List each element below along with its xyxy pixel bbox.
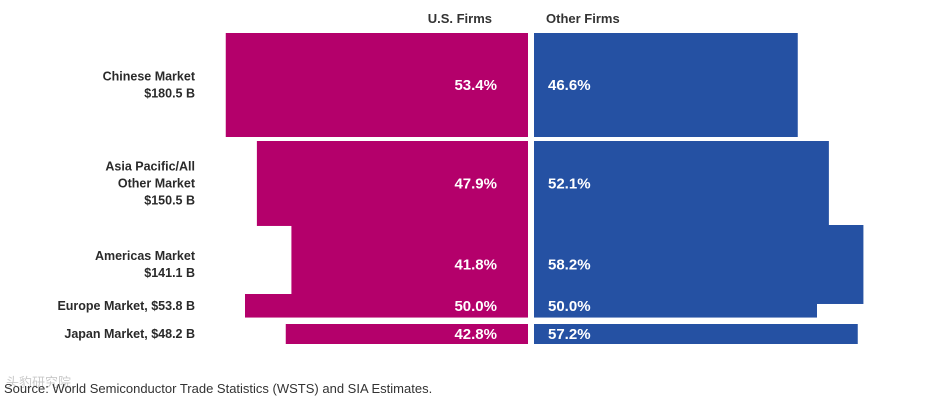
- bar-us-firms-2: [291, 225, 528, 304]
- category-label-3: Europe Market, $53.8 B: [57, 299, 195, 313]
- bar-group: [225, 33, 864, 344]
- value-label-us-4: 42.8%: [454, 326, 497, 343]
- value-label-us-0: 53.4%: [454, 77, 497, 94]
- bar-other-firms-4: [534, 324, 858, 344]
- legend-us-firms: U.S. Firms: [428, 11, 492, 26]
- value-label-other-4: 57.2%: [548, 326, 591, 343]
- value-label-us-3: 50.0%: [454, 298, 497, 315]
- source-note: Source: World Semiconductor Trade Statis…: [4, 381, 433, 396]
- category-label-4: Japan Market, $48.2 B: [64, 327, 195, 341]
- value-label-other-1: 52.1%: [548, 175, 591, 192]
- bar-us-firms-1: [256, 141, 528, 226]
- value-label-us-1: 47.9%: [454, 175, 497, 192]
- value-label-other-2: 58.2%: [548, 256, 591, 273]
- legend-other-firms: Other Firms: [546, 11, 620, 26]
- category-label-1: Asia Pacific/All Other Market $150.5 B: [105, 159, 195, 207]
- bar-other-firms-0: [534, 33, 798, 137]
- bar-other-firms-1: [534, 141, 829, 226]
- value-label-other-0: 46.6%: [548, 77, 591, 94]
- bar-us-firms-0: [225, 33, 529, 137]
- value-label-other-3: 50.0%: [548, 298, 591, 315]
- watermark-text: 头豹研究院: [6, 375, 72, 390]
- category-label-2: Americas Market $141.1 B: [95, 249, 196, 280]
- value-label-us-2: 41.8%: [454, 256, 497, 273]
- legend: U.S. Firms Other Firms: [428, 11, 620, 26]
- bar-other-firms-3: [534, 294, 817, 318]
- category-label-0: Chinese Market $180.5 B: [103, 70, 196, 101]
- bar-other-firms-2: [534, 225, 864, 304]
- bar-us-firms-3: [245, 294, 528, 318]
- label-group: 53.4% 46.6% Chinese Market $180.5 B 47.9% 52.…: [57, 70, 590, 344]
- bar-us-firms-4: [285, 324, 528, 344]
